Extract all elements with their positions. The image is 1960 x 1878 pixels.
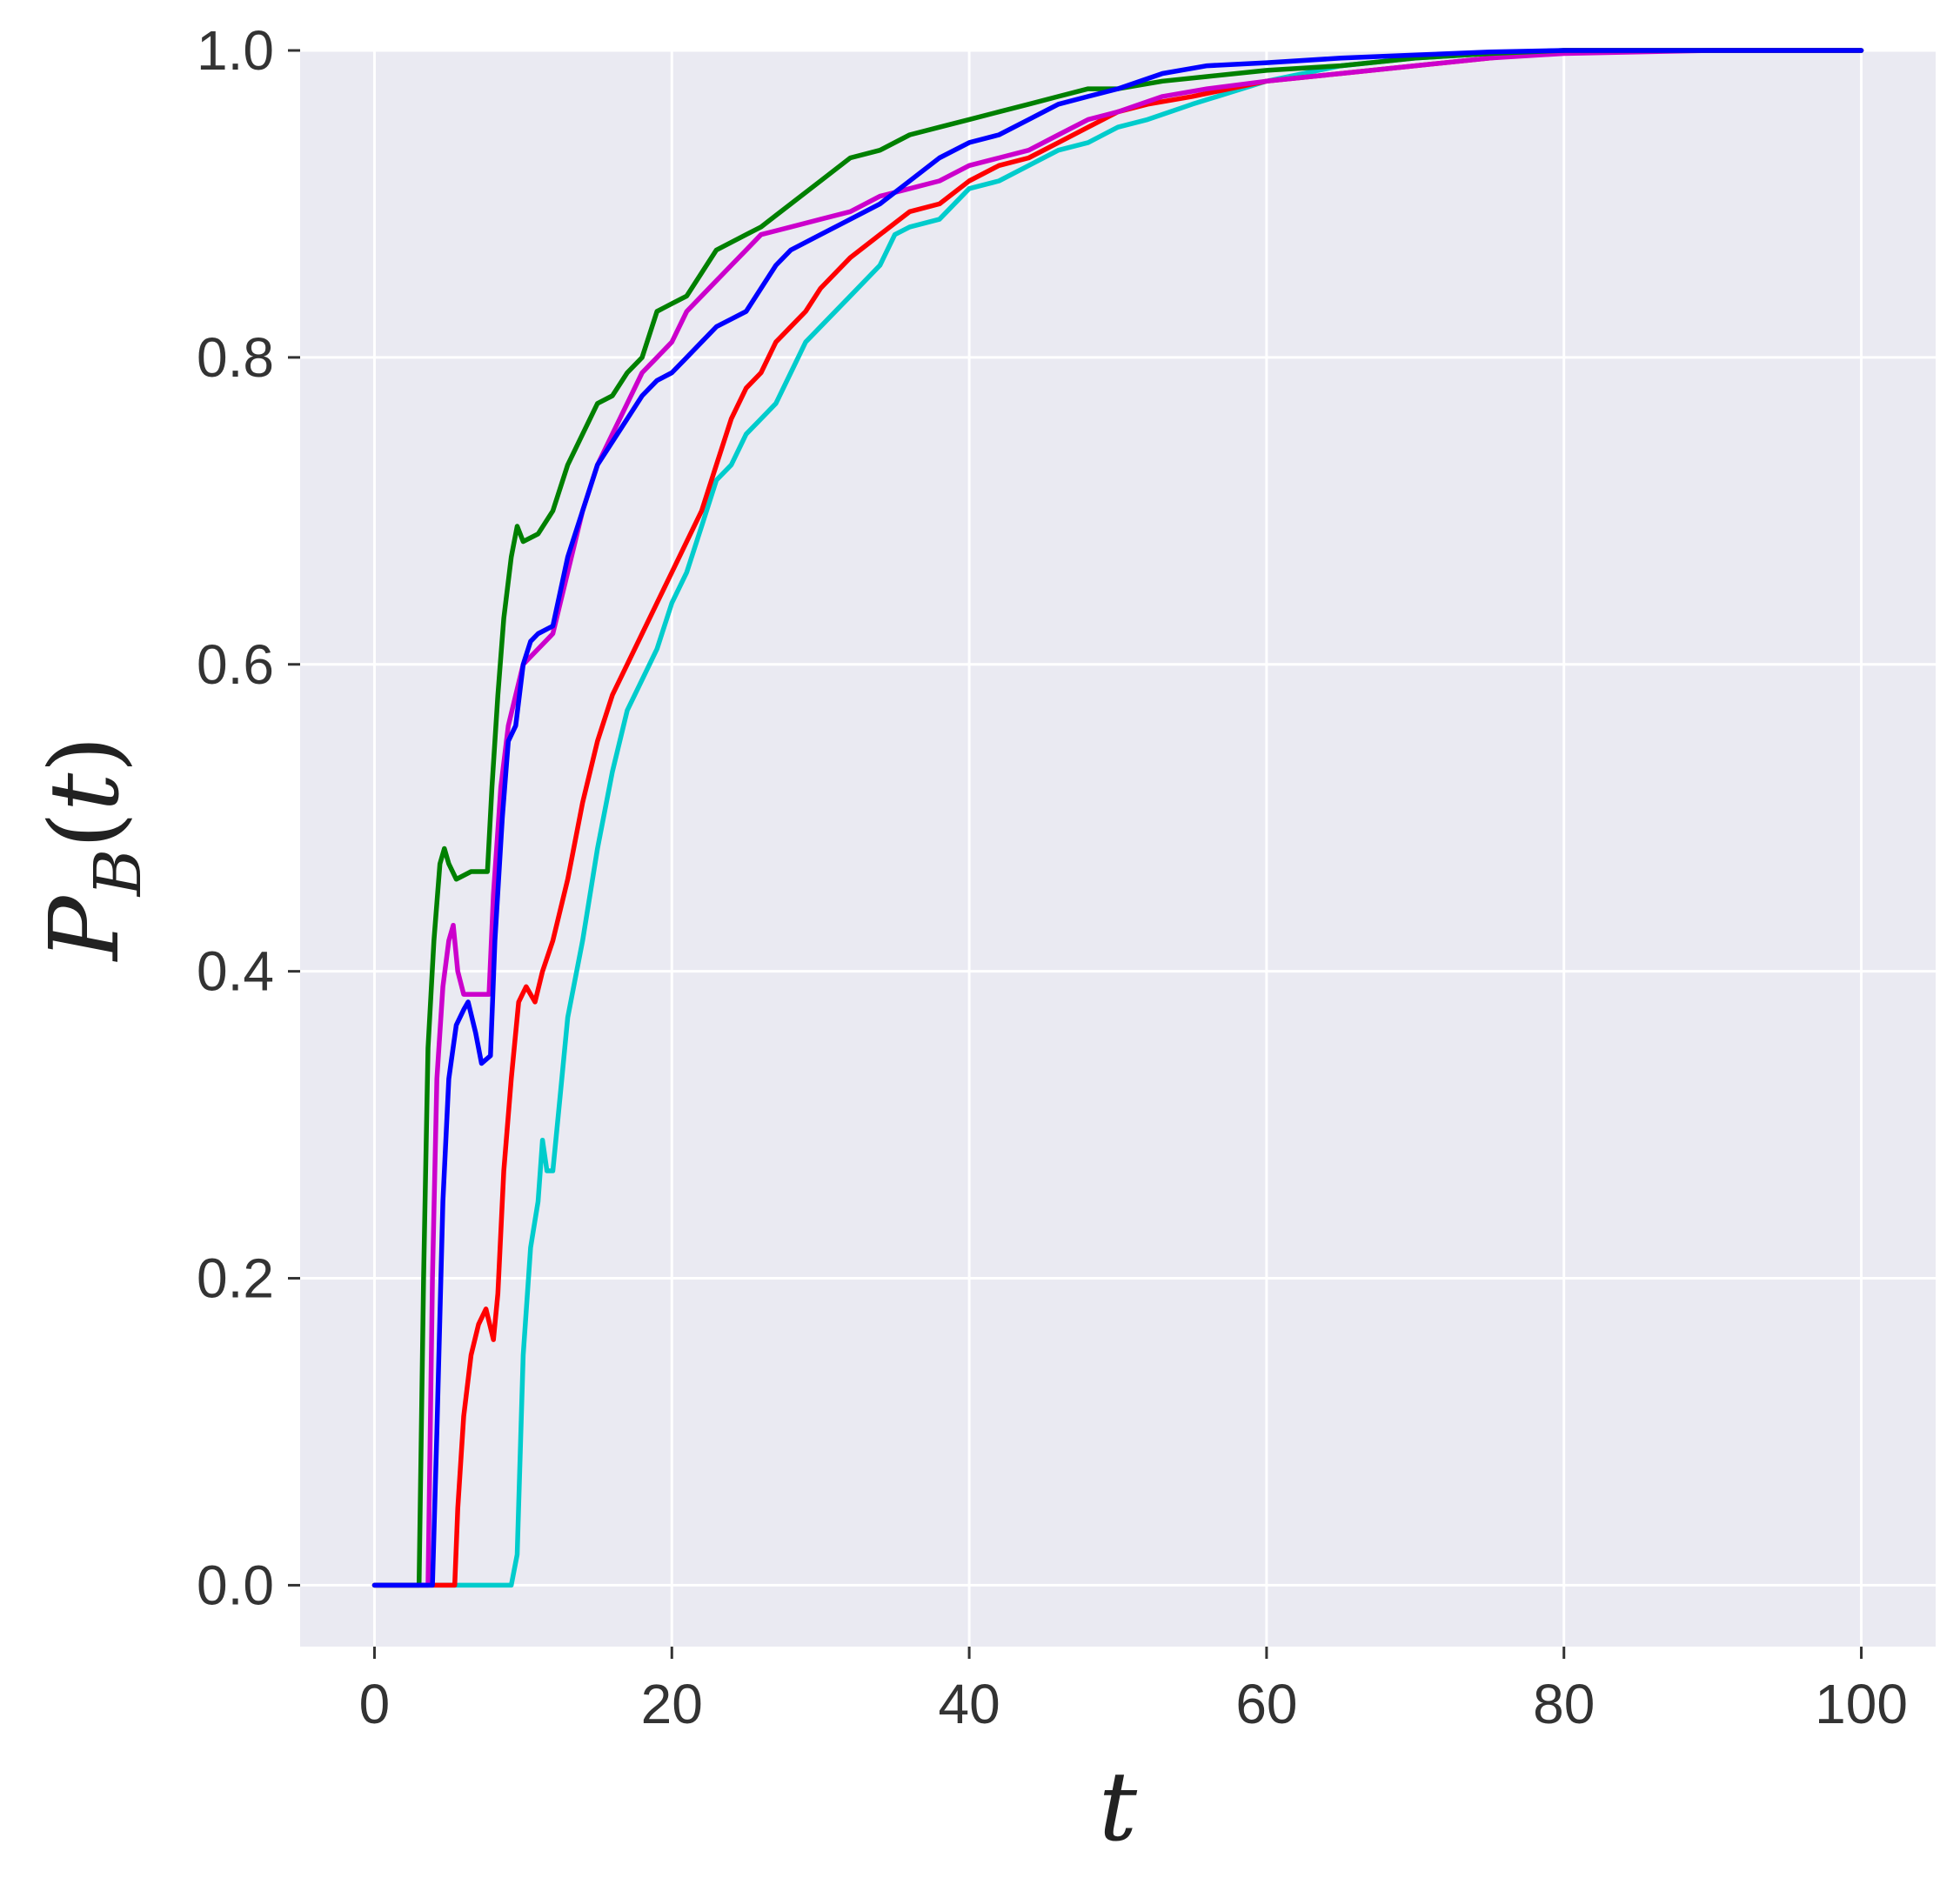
y-axis-label-subscript: B (81, 849, 156, 898)
y-tick-label: 0.4 (197, 940, 274, 1003)
series-lines (371, 48, 1864, 1588)
y-axis-label-p: P (29, 894, 140, 962)
y-tick-label: 0.8 (197, 326, 274, 389)
y-tick-label: 0.0 (197, 1554, 274, 1616)
series-line-5 (371, 48, 1864, 1588)
series-line-4 (371, 48, 1864, 1588)
plot-background (300, 50, 1936, 1647)
grid-lines (300, 49, 1936, 1647)
x-tick-labels: 0 20 40 60 80 100 (359, 1673, 1908, 1735)
x-tick-label: 100 (1815, 1673, 1908, 1735)
axis-ticks (288, 49, 1863, 1659)
x-axis-label: t (1099, 1751, 1138, 1862)
y-tick-label: 0.6 (197, 633, 274, 696)
y-tick-label: 1.0 (197, 19, 274, 82)
x-tick-label: 80 (1533, 1673, 1595, 1735)
y-axis-label-close: ) (29, 736, 140, 773)
y-axis-label-arg: ( (29, 812, 140, 849)
x-tick-label: 0 (359, 1673, 391, 1735)
series-line-3 (371, 48, 1864, 1588)
series-line-1 (371, 48, 1864, 1588)
svg-text:PB(t): PB(t) (29, 736, 156, 962)
x-tick-label: 60 (1235, 1673, 1297, 1735)
y-axis-label: PB(t) (29, 736, 156, 962)
series-line-2 (371, 48, 1864, 1588)
y-axis-label-t: t (29, 772, 140, 812)
x-tick-label: 20 (641, 1673, 703, 1735)
y-tick-labels: 0.0 0.2 0.4 0.6 0.8 1.0 (197, 19, 274, 1616)
x-tick-label: 40 (938, 1673, 1000, 1735)
y-tick-label: 0.2 (197, 1247, 274, 1310)
